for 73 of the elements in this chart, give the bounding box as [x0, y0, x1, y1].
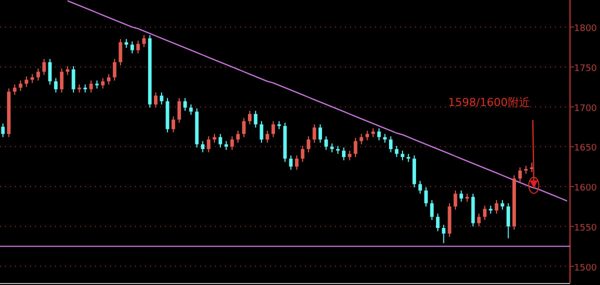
candlestick [389, 136, 393, 153]
candlestick [130, 40, 134, 54]
y-tick-label: 1800 [574, 24, 598, 34]
candlestick [1, 123, 5, 138]
candlestick [118, 38, 122, 66]
candlestick [424, 186, 428, 207]
candlestick [112, 58, 116, 82]
annotation: 1598/1600附近 [448, 96, 530, 109]
candlestick [177, 98, 181, 124]
candlestick [483, 205, 487, 221]
candlestick [72, 66, 76, 93]
candlestick [418, 180, 422, 194]
candlestick [242, 117, 246, 138]
candlestick [300, 145, 304, 162]
candlestick [89, 80, 93, 93]
candlestick [271, 120, 276, 138]
candlestick [106, 74, 110, 85]
candlestick [236, 130, 240, 144]
candlestick [230, 136, 234, 150]
candlestick [42, 58, 46, 76]
candlestick [318, 124, 322, 144]
candlestick [342, 146, 346, 161]
candlestick [354, 137, 358, 158]
candlestick [506, 202, 510, 239]
candlestick [206, 136, 210, 153]
candlestick [454, 190, 458, 210]
candlestick [400, 150, 404, 161]
candlestick [430, 200, 434, 221]
candlestick [324, 136, 328, 150]
candlestick [394, 145, 398, 158]
candlestick [101, 78, 105, 89]
candlestick [24, 76, 28, 88]
candlestick [172, 116, 176, 133]
candlestick [18, 80, 22, 92]
candlestick [54, 78, 58, 93]
candlestick [136, 40, 140, 54]
candlestick [494, 200, 498, 214]
candlestick [306, 136, 310, 153]
y-tick-label: 1550 [574, 223, 598, 234]
candlestick [189, 104, 193, 116]
candlestick [518, 166, 522, 182]
candlestick [360, 133, 364, 145]
candlestick [160, 92, 164, 105]
y-tick-label: 1600 [574, 184, 598, 194]
y-tick-label: 1750 [574, 64, 598, 74]
candlestick [60, 68, 64, 93]
candlestick [442, 224, 446, 244]
candlestick [266, 130, 270, 144]
candlestick [366, 130, 370, 141]
candlestick [460, 190, 464, 202]
candlestick [200, 140, 204, 153]
candlestick [500, 200, 504, 210]
y-tick-label: 1650 [574, 144, 598, 154]
line-series [66, 0, 568, 202]
candlestick [289, 154, 293, 170]
candlestick [436, 213, 440, 232]
candlestick [154, 92, 158, 108]
candlestick [218, 133, 222, 148]
candlestick [294, 154, 299, 170]
candlestick [260, 120, 264, 144]
candlestick [142, 34, 146, 48]
candlestick [477, 213, 481, 227]
candlestick [36, 68, 40, 82]
candlestick [254, 110, 258, 128]
candlestick [12, 84, 16, 96]
candlestick [248, 110, 252, 125]
candlestick [48, 58, 52, 85]
y-tick-label: 1500 [574, 263, 598, 274]
candlestick [183, 98, 187, 112]
candlestick [312, 124, 316, 144]
candlestick [348, 150, 352, 161]
candlestick [377, 128, 381, 141]
y-tick-label: 1700 [574, 104, 598, 114]
